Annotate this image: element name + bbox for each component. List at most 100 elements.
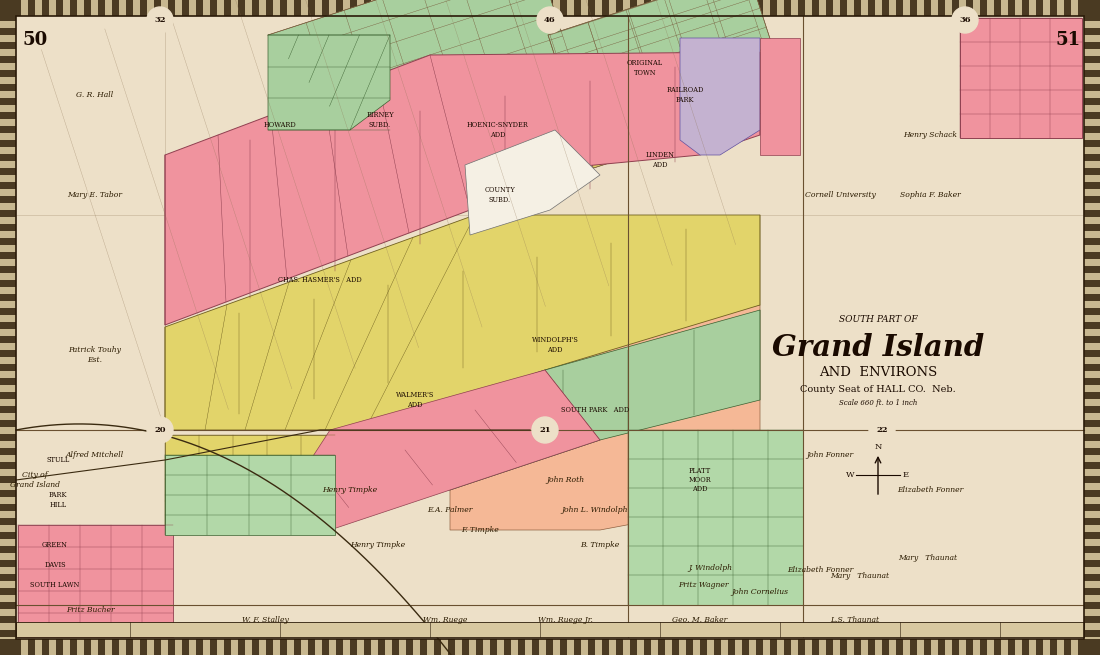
Bar [595,0,602,16]
Bar [358,639,364,655]
Bar [358,0,364,16]
Text: 32: 32 [154,16,166,24]
Bar [952,0,959,16]
Bar [644,639,651,655]
Text: RAILROAD
PARK: RAILROAD PARK [667,86,704,103]
Text: SOUTH PART OF: SOUTH PART OF [838,314,917,324]
Bar [1084,273,1100,280]
Bar [1084,56,1100,63]
Bar [945,639,952,655]
Bar [350,639,358,655]
Bar [1084,574,1100,581]
Bar [512,0,518,16]
Bar [315,639,322,655]
Bar [1084,168,1100,175]
Bar [427,0,434,16]
Bar [686,639,693,655]
Bar [77,0,84,16]
Bar [98,0,104,16]
Bar [112,0,119,16]
Bar [581,0,589,16]
Bar [0,259,16,266]
Bar [666,639,672,655]
Bar [0,371,16,378]
Bar [1084,0,1100,16]
Text: Mary   Thaunat: Mary Thaunat [830,572,890,580]
Bar [0,420,16,427]
Text: Mary   Thaunat: Mary Thaunat [899,554,958,562]
Text: ORIGINAL
TOWN: ORIGINAL TOWN [627,60,663,77]
Bar [1084,539,1100,546]
Bar [854,639,861,655]
Bar [238,0,245,16]
Bar [987,0,994,16]
Text: Henry Schack: Henry Schack [903,131,957,139]
Bar [1084,84,1100,91]
Bar [0,77,16,84]
Bar [1043,639,1050,655]
Bar [1084,483,1100,490]
Bar [0,399,16,406]
Bar [1084,441,1100,448]
Polygon shape [760,38,800,155]
Bar [868,0,875,16]
Bar [994,0,1001,16]
Bar [609,639,616,655]
Bar [308,0,315,16]
Bar [385,0,392,16]
Bar [686,0,693,16]
Bar [1084,511,1100,518]
Bar [720,639,728,655]
Bar [896,0,903,16]
Bar [0,427,16,434]
Bar [0,182,16,189]
Bar [1084,567,1100,574]
Bar [1084,315,1100,322]
Bar [0,504,16,511]
Bar [56,0,63,16]
Bar [1084,504,1100,511]
Text: STULL: STULL [46,456,69,464]
Bar [0,35,16,42]
Bar [903,639,910,655]
Bar [84,639,91,655]
Text: WINDOLPH'S
ADD: WINDOLPH'S ADD [531,337,579,354]
Bar [0,168,16,175]
Bar [1084,595,1100,602]
Bar [266,639,273,655]
Bar [833,639,840,655]
Bar [623,0,630,16]
Bar [406,639,412,655]
Bar [0,518,16,525]
Bar [994,639,1001,655]
Polygon shape [268,35,390,130]
Text: 51: 51 [1055,31,1080,49]
Bar [0,639,16,655]
Text: BIRNEY
SUBD.: BIRNEY SUBD. [366,111,394,128]
Bar [700,0,707,16]
Bar [1084,301,1100,308]
Bar [539,639,546,655]
Text: Sophia F. Baker: Sophia F. Baker [900,191,960,199]
Bar [1084,280,1100,287]
Bar [1085,639,1092,655]
Text: L.S. Thaunat: L.S. Thaunat [830,616,880,624]
Bar [666,0,672,16]
Bar [1084,357,1100,364]
Bar [1084,203,1100,210]
Bar [0,0,16,16]
Text: HOENIC-SNYDER
ADD: HOENIC-SNYDER ADD [468,121,529,139]
Bar [1028,0,1036,16]
Bar [0,7,16,14]
Bar [21,639,28,655]
Bar [252,639,258,655]
Bar [42,639,50,655]
Bar [0,588,16,595]
Bar [0,546,16,553]
Bar [1084,182,1100,189]
Bar [434,0,441,16]
Bar [1084,266,1100,273]
Bar [820,639,826,655]
Bar [672,0,679,16]
Bar [847,639,854,655]
